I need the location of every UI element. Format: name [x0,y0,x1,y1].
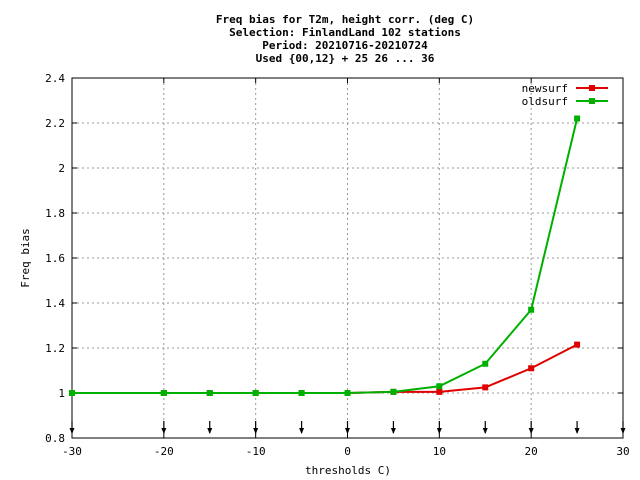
oldsurf-point [390,388,397,395]
grid [72,78,623,438]
oldsurf-point [436,383,443,390]
oldsurf-point [69,390,75,396]
axis-ticks: -30 -20 -10 0 10 20 30 0.8 1 1.2 1.4 1.6 1.8 2 2.2 2.4 [45,72,630,458]
title-line-3: Period: 20210716-20210724 [262,39,428,52]
y-tick-label: 1 [58,387,65,400]
x-tick-label: -20 [154,445,174,458]
y-tick-label: 1.6 [45,252,65,265]
newsurf-point [482,384,489,391]
threshold-arrow-head [436,428,442,434]
oldsurf-point [206,390,213,396]
x-tick-label: -30 [62,445,82,458]
y-tick-label: 1.8 [45,207,65,220]
legend-label-newsurf: newsurf [522,82,568,95]
threshold-arrow-head [574,428,580,434]
y-tick-label: 2 [58,162,65,175]
threshold-arrow-head [482,428,488,434]
x-tick-label: 0 [344,445,351,458]
newsurf-line [72,343,578,394]
series-lines [69,115,581,396]
x-axis-label: thresholds C) [305,464,391,477]
legend-marker-oldsurf [589,98,595,104]
y-tick-label: 2.4 [45,72,65,85]
x-tick-label: 30 [616,445,629,458]
y-tick-label: 2.2 [45,117,65,130]
x-tick-label: -10 [246,445,266,458]
threshold-arrow-head [528,428,534,434]
oldsurf-point [160,390,167,396]
x-tick-label: 10 [433,445,446,458]
y-tick-label: 1.4 [45,297,65,310]
legend-label-oldsurf: oldsurf [522,95,568,108]
x-tick-label: 20 [525,445,538,458]
threshold-arrow-head [253,428,259,434]
y-tick-label: 1.2 [45,342,65,355]
oldsurf-point [482,360,489,367]
oldsurf-point [574,115,581,122]
title-line-2: Selection: FinlandLand 102 stations [229,26,461,39]
oldsurf-line [72,118,579,394]
title-line-1: Freq bias for T2m, height corr. (deg C) [216,13,474,26]
oldsurf-point [344,390,351,396]
newsurf-point [436,388,443,395]
y-axis-label: Freq bias [19,228,32,288]
newsurf-point [574,341,581,348]
threshold-arrow-head [299,428,305,434]
y-tick-label: 0.8 [45,432,65,445]
title-line-4: Used {00,12} + 25 26 ... 36 [256,52,435,65]
threshold-arrow-head [345,428,350,434]
oldsurf-point [298,390,305,396]
oldsurf-point [528,306,535,313]
oldsurf-point [252,390,259,396]
chart-title: Freq bias for T2m, height corr. (deg C) … [216,13,474,65]
legend-marker-newsurf [589,85,595,91]
threshold-arrow-head [390,428,396,434]
threshold-arrow-head [161,428,167,434]
threshold-arrow-head [207,428,213,434]
threshold-arrows [69,421,626,434]
newsurf-point [528,365,535,372]
